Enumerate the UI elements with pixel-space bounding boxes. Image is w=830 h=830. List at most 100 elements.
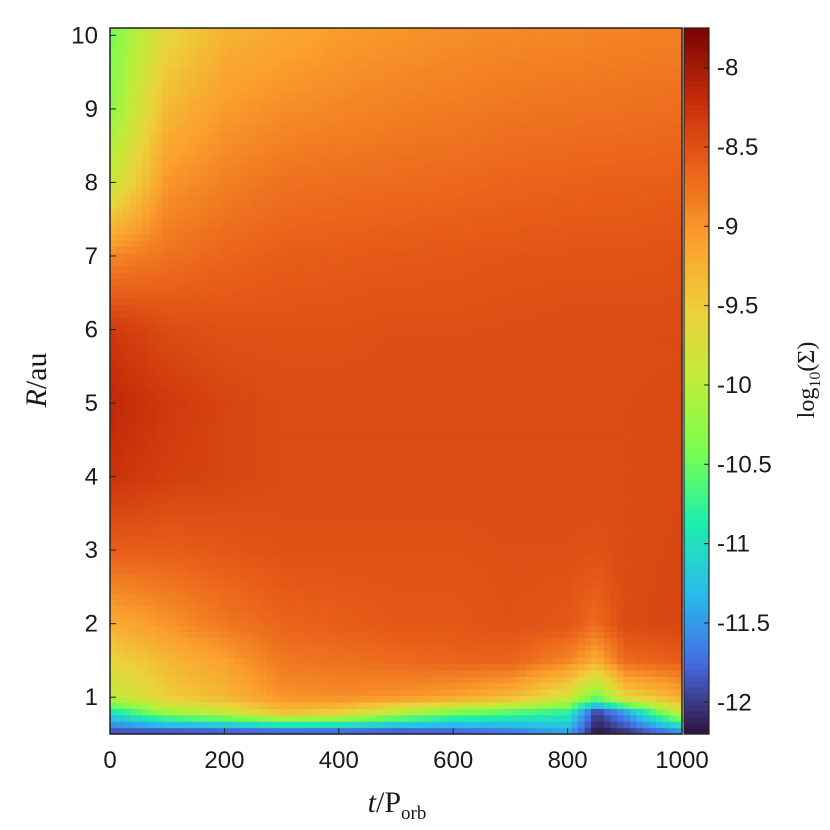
- heatmap-cell: [227, 175, 235, 183]
- heatmap-cell: [292, 355, 300, 363]
- heatmap-cell: [324, 477, 332, 485]
- heatmap-cell: [110, 624, 118, 632]
- heatmap-cell: [337, 522, 345, 530]
- heatmap-cell: [357, 220, 365, 228]
- heatmap-cell: [383, 451, 391, 459]
- heatmap-cell: [220, 701, 228, 709]
- heatmap-cell: [116, 445, 124, 453]
- heatmap-cell: [129, 393, 137, 401]
- heatmap-cell: [194, 361, 202, 369]
- heatmap-cell: [259, 554, 267, 562]
- heatmap-cell: [363, 573, 371, 581]
- heatmap-cell: [110, 413, 118, 421]
- heatmap-cell: [214, 117, 222, 125]
- heatmap-cell: [259, 624, 267, 632]
- heatmap-cell: [175, 374, 183, 382]
- heatmap-cell: [285, 323, 293, 331]
- heatmap-cell: [175, 573, 183, 581]
- heatmap-cell: [194, 368, 202, 376]
- heatmap-cell: [188, 278, 196, 286]
- heatmap-cell: [266, 323, 274, 331]
- heatmap-cell: [116, 28, 124, 36]
- heatmap-cell: [292, 361, 300, 369]
- heatmap-cell: [188, 60, 196, 68]
- heatmap-cell: [188, 522, 196, 530]
- heatmap-cell: [298, 316, 306, 324]
- heatmap-cell: [337, 496, 345, 504]
- heatmap-cell: [175, 336, 183, 344]
- heatmap-cell: [155, 143, 163, 151]
- heatmap-cell: [266, 66, 274, 74]
- heatmap-cell: [220, 490, 228, 498]
- heatmap-cell: [376, 509, 384, 517]
- heatmap-cell: [285, 381, 293, 389]
- heatmap-cell: [233, 220, 241, 228]
- heatmap-cell: [357, 79, 365, 87]
- heatmap-cell: [266, 124, 274, 132]
- heatmap-cell: [175, 278, 183, 286]
- heatmap-cell: [363, 336, 371, 344]
- heatmap-cell: [155, 406, 163, 414]
- heatmap-cell: [344, 28, 352, 36]
- heatmap-cell: [402, 701, 410, 709]
- heatmap-cell: [376, 689, 384, 697]
- heatmap-cell: [168, 528, 176, 536]
- heatmap-cell: [201, 265, 209, 273]
- heatmap-cell: [259, 143, 267, 151]
- heatmap-cell: [123, 34, 131, 42]
- heatmap-cell: [279, 406, 287, 414]
- heatmap-cell: [292, 162, 300, 170]
- heatmap-cell: [259, 201, 267, 209]
- heatmap-cell: [136, 650, 144, 658]
- heatmap-cell: [175, 297, 183, 305]
- heatmap-cell: [363, 637, 371, 645]
- heatmap-cell: [285, 464, 293, 472]
- heatmap-cell: [350, 573, 358, 581]
- heatmap-cell: [331, 451, 339, 459]
- heatmap-cell: [337, 117, 345, 125]
- heatmap-cell: [227, 226, 235, 234]
- heatmap-cell: [279, 547, 287, 555]
- heatmap-cell: [194, 541, 202, 549]
- heatmap-cell: [149, 149, 157, 157]
- heatmap-cell: [194, 490, 202, 498]
- heatmap-cell: [168, 689, 176, 697]
- heatmap-cell: [116, 226, 124, 234]
- heatmap-cell: [149, 381, 157, 389]
- heatmap-cell: [240, 400, 248, 408]
- heatmap-cell: [110, 490, 118, 498]
- heatmap-cell: [259, 547, 267, 555]
- heatmap-cell: [402, 560, 410, 568]
- heatmap-cell: [298, 111, 306, 119]
- heatmap-cell: [123, 631, 131, 639]
- heatmap-cell: [168, 502, 176, 510]
- heatmap-cell: [272, 464, 280, 472]
- heatmap-cell: [246, 329, 254, 337]
- heatmap-cell: [188, 310, 196, 318]
- heatmap-cell: [285, 336, 293, 344]
- heatmap-cell: [292, 644, 300, 652]
- heatmap-cell: [266, 28, 274, 36]
- heatmap-cell: [155, 246, 163, 254]
- heatmap-cell: [142, 329, 150, 337]
- heatmap-cell: [207, 162, 215, 170]
- heatmap-cell: [331, 246, 339, 254]
- heatmap-cell: [149, 66, 157, 74]
- heatmap-cell: [194, 348, 202, 356]
- heatmap-cell: [240, 188, 248, 196]
- heatmap-cell: [383, 579, 391, 587]
- heatmap-cell: [389, 233, 397, 241]
- heatmap-cell: [272, 137, 280, 145]
- heatmap-cell: [155, 509, 163, 517]
- heatmap-cell: [155, 624, 163, 632]
- heatmap-cell: [246, 92, 254, 100]
- heatmap-cell: [246, 291, 254, 299]
- heatmap-cell: [110, 573, 118, 581]
- heatmap-cell: [363, 329, 371, 337]
- heatmap-cell: [363, 188, 371, 196]
- heatmap-cell: [389, 451, 397, 459]
- heatmap-cell: [220, 79, 228, 87]
- heatmap-cell: [136, 502, 144, 510]
- heatmap-cell: [370, 252, 378, 260]
- heatmap-cell: [292, 284, 300, 292]
